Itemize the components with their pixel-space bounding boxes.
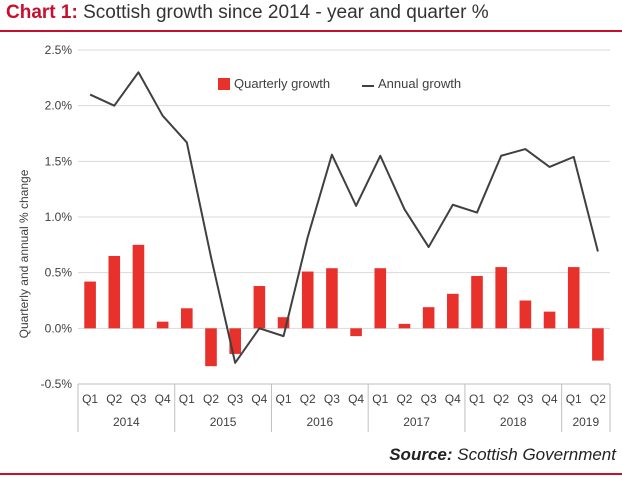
y-tick-label: 1.0% [45,210,73,224]
x-tick-label: Q1 [179,392,195,406]
legend: Quarterly growth Annual growth [218,76,461,91]
quarterly-bar [229,328,241,354]
quarterly-bar [471,276,483,329]
x-tick-label: Q4 [542,392,558,406]
quarterly-bar [84,281,96,329]
quarterly-bar [374,268,387,329]
quarterly-bar [205,328,217,367]
y-tick-label: 0.5% [45,266,73,280]
y-axis-ticks: -0.5% 0.0% 0.5% 1.0% 1.5% 2.0% 2.5% [41,43,73,391]
legend-label-quarterly: Quarterly growth [234,76,330,91]
x-tick-label: Q1 [566,392,582,406]
quarterly-bar [253,286,266,329]
x-tick-label: Q3 [130,392,146,406]
x-tick-label: Q4 [251,392,267,406]
x-tick-label: Q2 [106,392,122,406]
source-text: Scottish Government [457,445,616,464]
quarterly-bar [519,300,532,329]
x-axis: Q1 Q2 Q3 Q4 Q1 Q2 Q3 Q4 Q1 Q2 Q3 Q4 Q1 Q2 Q3 Q4 Q1 Q2 Q3 Q4… [77,383,611,432]
x-tick-label: Q2 [590,392,606,406]
x-year-label: 2015 [210,415,237,429]
x-tick-label: Q3 [517,392,533,406]
x-tick-label: Q1 [276,392,292,406]
x-tick-label: Q4 [348,392,364,406]
y-tick-label: 1.5% [45,154,73,168]
quarterly-bar [156,321,169,329]
quarterly-bar [543,311,556,329]
quarterly-bar [108,255,121,329]
chart-title: Chart 1: Scottish growth since 2014 - ye… [6,2,489,24]
chart-title-text: Scottish growth since 2014 - year and qu… [83,2,489,23]
y-tick-label: 0.0% [45,321,73,335]
x-year-label: 2017 [403,415,430,429]
x-tick-label: Q2 [203,392,219,406]
annual-line [89,71,599,364]
quarterly-bar [326,268,338,329]
quarterly-bar [398,323,411,329]
chart-area: -0.5% 0.0% 0.5% 1.0% 1.5% 2.0% 2.5% Quarterly … [17,43,611,432]
x-tick-label: Q1 [469,392,485,406]
y-tick-label: 2.0% [45,99,73,113]
x-tick-label: Q1 [82,392,98,406]
y-axis-label: Quarterly and annual % change [17,169,31,338]
y-tick-label: 2.5% [45,43,73,57]
quarterly-bar [301,271,314,329]
chart-title-prefix: Chart 1: [6,2,78,23]
x-year-label: 2018 [500,415,527,429]
x-tick-label: Q3 [227,392,243,406]
source-note: Source: Scottish Government [389,445,616,465]
x-tick-label: Q2 [396,392,412,406]
quarterly-bar [567,267,580,329]
x-tick-label: Q2 [300,392,316,406]
x-year-label: 2019 [572,415,599,429]
quarterly-bar [132,244,145,329]
x-tick-label: Q1 [372,392,388,406]
quarterly-bar [495,267,507,329]
x-tick-label: Q4 [445,392,461,406]
x-year-label: 2016 [306,415,333,429]
source-label: Source: [389,445,453,464]
legend-label-annual: Annual growth [378,76,461,91]
x-tick-label: Q3 [324,392,340,406]
annual-growth-line [89,71,599,364]
legend-swatch-quarterly [218,78,230,90]
quarterly-bar [350,328,362,337]
x-tick-label: Q3 [421,392,437,406]
gridlines [78,49,610,385]
y-tick-label: -0.5% [41,377,73,391]
quarterly-bar [277,317,290,329]
quarterly-bar [181,308,193,329]
footer-rule [0,473,622,475]
quarterly-bar [422,307,435,329]
x-year-label: 2014 [113,415,140,429]
quarterly-bar [447,293,459,329]
x-tick-label: Q2 [493,392,509,406]
quarterly-bar [592,328,604,361]
quarterly-bars [84,244,604,367]
title-rule [0,30,622,32]
x-tick-label: Q4 [155,392,171,406]
